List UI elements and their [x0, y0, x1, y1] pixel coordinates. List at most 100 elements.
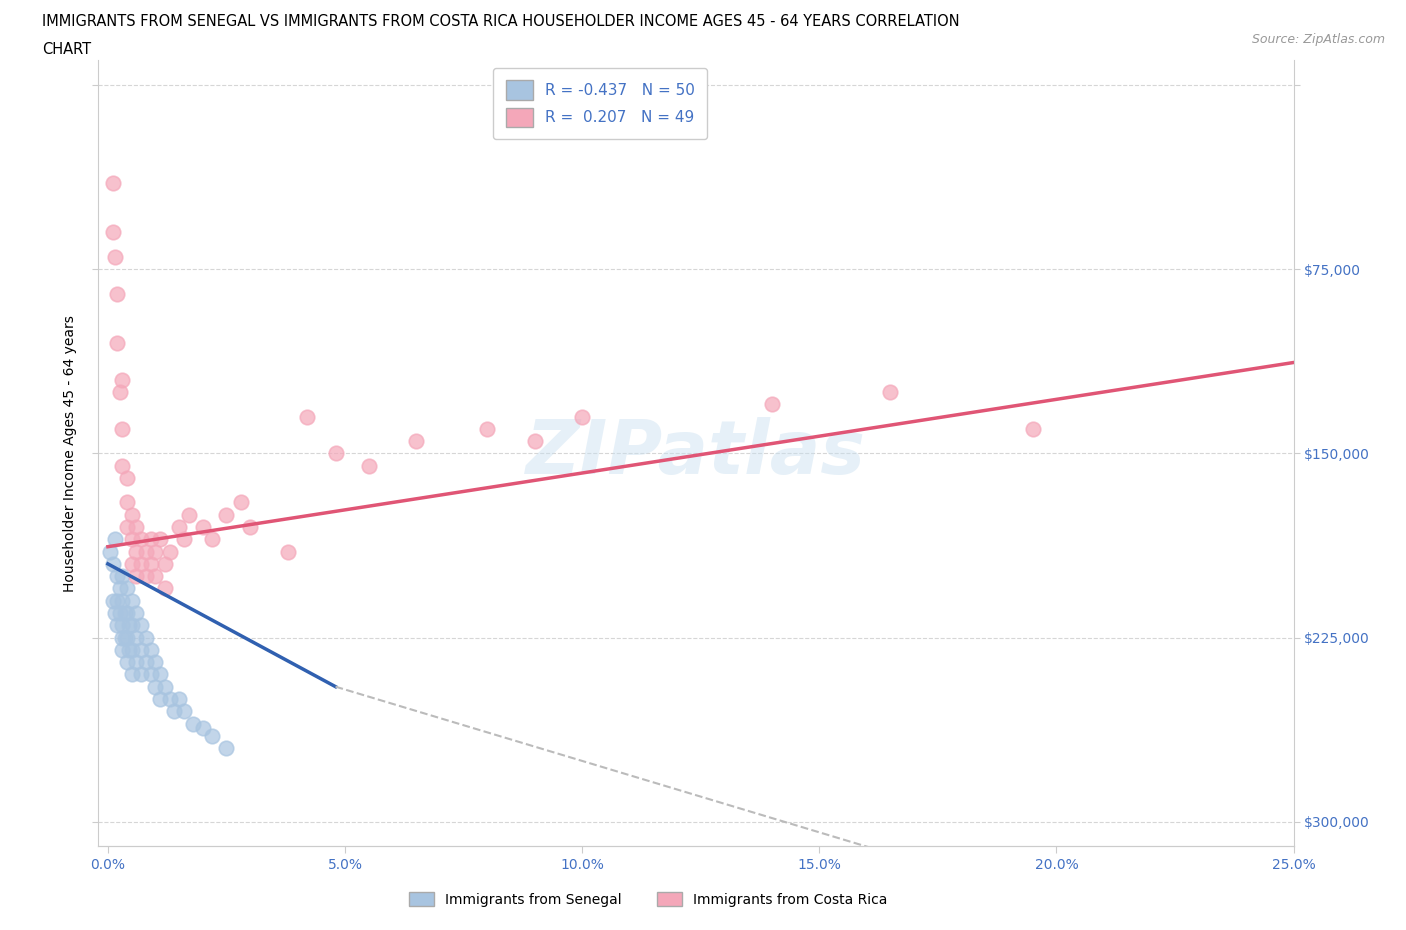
Point [139, 532, 162, 547]
Point [104, 605, 127, 620]
Point [571, 409, 593, 424]
Point [104, 532, 127, 547]
Point [125, 631, 148, 645]
Text: IMMIGRANTS FROM SENEGAL VS IMMIGRANTS FROM COSTA RICA HOUSEHOLDER INCOME AGES 45: IMMIGRANTS FROM SENEGAL VS IMMIGRANTS FR… [42, 14, 960, 29]
Point [201, 532, 224, 547]
Point [121, 667, 143, 682]
Point [149, 532, 172, 547]
Point [139, 643, 162, 658]
Point [215, 740, 238, 755]
Point [115, 520, 138, 535]
Point [121, 643, 143, 658]
Point [111, 421, 134, 436]
Point [105, 593, 128, 608]
Point [879, 384, 901, 399]
Point [108, 384, 131, 399]
Point [121, 593, 143, 608]
Point [105, 618, 128, 632]
Point [325, 446, 347, 461]
Point [523, 433, 546, 448]
Point [108, 581, 131, 596]
Point [143, 569, 166, 584]
Point [135, 544, 157, 559]
Text: CHART: CHART [42, 42, 91, 57]
Point [201, 728, 224, 743]
Point [149, 667, 172, 682]
Point [135, 569, 157, 584]
Point [1021, 421, 1043, 436]
Point [129, 532, 152, 547]
Point [115, 581, 138, 596]
Point [181, 716, 204, 731]
Point [159, 692, 181, 707]
Point [139, 556, 162, 571]
Point [143, 655, 166, 670]
Point [277, 544, 299, 559]
Point [125, 655, 148, 670]
Point [153, 581, 176, 596]
Y-axis label: Householder Income Ages 45 - 64 years: Householder Income Ages 45 - 64 years [63, 315, 77, 591]
Point [167, 692, 190, 707]
Point [101, 556, 124, 571]
Point [121, 508, 143, 523]
Point [105, 336, 128, 351]
Point [129, 667, 152, 682]
Point [115, 471, 138, 485]
Point [121, 532, 143, 547]
Point [104, 249, 127, 264]
Point [215, 508, 238, 523]
Point [114, 605, 136, 620]
Point [229, 495, 252, 510]
Point [191, 721, 214, 736]
Point [118, 618, 141, 632]
Point [111, 372, 134, 387]
Point [153, 679, 176, 694]
Point [115, 495, 138, 510]
Text: ZIPatlas: ZIPatlas [526, 417, 866, 490]
Point [357, 458, 380, 473]
Point [163, 704, 186, 719]
Point [295, 409, 318, 424]
Point [125, 605, 148, 620]
Point [111, 631, 134, 645]
Point [135, 655, 157, 670]
Point [125, 544, 148, 559]
Point [121, 618, 143, 632]
Point [105, 286, 128, 301]
Point [139, 667, 162, 682]
Point [173, 532, 195, 547]
Point [98, 544, 121, 559]
Point [105, 569, 128, 584]
Point [118, 643, 141, 658]
Legend: Immigrants from Senegal, Immigrants from Costa Rica: Immigrants from Senegal, Immigrants from… [402, 885, 894, 914]
Point [115, 631, 138, 645]
Point [108, 605, 131, 620]
Point [173, 704, 195, 719]
Point [115, 605, 138, 620]
Point [111, 593, 134, 608]
Point [101, 176, 124, 191]
Point [121, 556, 143, 571]
Point [143, 679, 166, 694]
Point [143, 544, 166, 559]
Point [239, 520, 262, 535]
Point [191, 520, 214, 535]
Point [115, 655, 138, 670]
Point [159, 544, 181, 559]
Point [101, 225, 124, 240]
Point [111, 643, 134, 658]
Point [114, 631, 136, 645]
Point [111, 569, 134, 584]
Point [111, 458, 134, 473]
Point [177, 508, 200, 523]
Point [129, 556, 152, 571]
Point [761, 397, 783, 412]
Point [125, 569, 148, 584]
Point [101, 593, 124, 608]
Point [135, 631, 157, 645]
Point [149, 692, 172, 707]
Point [129, 618, 152, 632]
Point [405, 433, 427, 448]
Point [167, 520, 190, 535]
Point [153, 556, 176, 571]
